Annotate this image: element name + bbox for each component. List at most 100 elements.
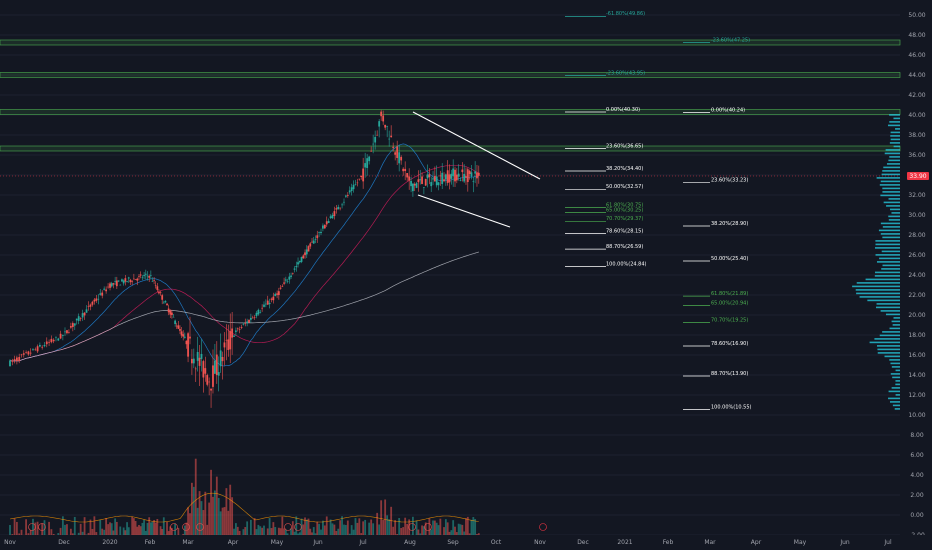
candle-body (167, 308, 170, 313)
volume-bar (435, 522, 438, 543)
candle-body (109, 283, 111, 288)
candle-body (52, 339, 55, 342)
candle-body (448, 174, 451, 183)
candle (149, 270, 152, 280)
candle (183, 332, 186, 339)
candle (57, 337, 60, 341)
candle-body (138, 276, 140, 277)
candle-body (15, 357, 18, 361)
candle (180, 326, 183, 338)
candle (283, 277, 285, 286)
time-axis-bg (0, 535, 932, 550)
candle (198, 345, 201, 386)
candle (276, 290, 278, 299)
candle (295, 261, 298, 272)
candle (435, 165, 438, 188)
candle (99, 288, 102, 296)
candle (34, 347, 37, 351)
volume-bar (323, 525, 326, 543)
time-tick-label: Dec (58, 539, 70, 546)
candle-body (435, 176, 438, 186)
candle (293, 266, 296, 273)
volume-bar (459, 524, 462, 543)
candle-body (129, 279, 132, 283)
profile-bar (895, 380, 900, 382)
candle (443, 172, 445, 183)
candle (97, 294, 100, 305)
volume-bar (268, 517, 271, 543)
volume-bar (322, 520, 324, 543)
candle (208, 377, 211, 396)
fib-level: 38.20%(28.90) (683, 221, 748, 227)
fib-label: 23.60%(36.65) (606, 143, 643, 149)
candle (259, 309, 262, 314)
candle (368, 155, 371, 165)
ma-200-line (9, 251, 479, 362)
volume-bar (223, 507, 226, 543)
candle (417, 170, 420, 192)
candle-body (236, 328, 239, 330)
candle-body (444, 174, 447, 180)
profile-bar (892, 376, 900, 379)
candle-body (450, 173, 453, 179)
profile-bar (869, 341, 900, 344)
candle (263, 301, 265, 308)
candle (166, 302, 168, 306)
volume-bar (204, 491, 207, 543)
fib-level: 65.00%(30.25) (565, 207, 643, 213)
candle-body (261, 307, 264, 309)
candle (288, 272, 291, 284)
candle-body (468, 170, 471, 174)
candle (277, 287, 280, 300)
candle-body (443, 179, 445, 182)
candle-body (246, 321, 249, 324)
candle-body (384, 124, 387, 128)
volume-bar (452, 520, 455, 543)
volume-bar (159, 526, 162, 543)
price-tick-label: 22.00 (908, 292, 925, 299)
candle (424, 178, 427, 186)
volume-bar (196, 507, 199, 543)
candle (297, 257, 299, 268)
candle (356, 178, 359, 187)
candle-body (64, 331, 66, 333)
volume-bar (432, 520, 434, 543)
candle-body (148, 276, 151, 278)
candle (378, 119, 381, 138)
candle-body (421, 176, 423, 184)
profile-bar (882, 170, 900, 172)
candle-body (117, 280, 120, 282)
candle (202, 359, 205, 393)
candle-body (149, 275, 152, 276)
candle (432, 171, 434, 186)
event-marker-circle (408, 523, 416, 531)
candle (131, 280, 134, 286)
candle (477, 165, 480, 184)
support-resistance-zones (0, 39, 901, 152)
price-tick-label: 30.00 (908, 212, 925, 219)
volume-bar (316, 521, 319, 543)
candle (362, 157, 365, 189)
candle (428, 168, 431, 185)
candle-body (255, 312, 258, 317)
profile-bar (891, 387, 900, 389)
candle (382, 110, 385, 125)
candle (144, 269, 147, 280)
fib-level: 50.00%(32.57) (565, 184, 643, 190)
candle-body (57, 338, 60, 341)
candle-body (132, 278, 135, 280)
candle (192, 348, 195, 369)
candle-body (277, 291, 280, 296)
candle-body (463, 173, 466, 182)
event-marker (284, 523, 292, 531)
candle-body (183, 336, 186, 338)
profile-bar (882, 264, 900, 267)
profile-bar (889, 401, 900, 403)
fib-retracement-right: -23.60%(47.25) 0.00%(40.24) 23.60%(33.23) 3… (683, 37, 752, 410)
profile-bar (893, 117, 900, 120)
volume-bar (109, 522, 111, 543)
candle (187, 331, 189, 363)
fib-level: 70.70%(19.25) (683, 317, 748, 323)
volume-bar (300, 518, 303, 543)
